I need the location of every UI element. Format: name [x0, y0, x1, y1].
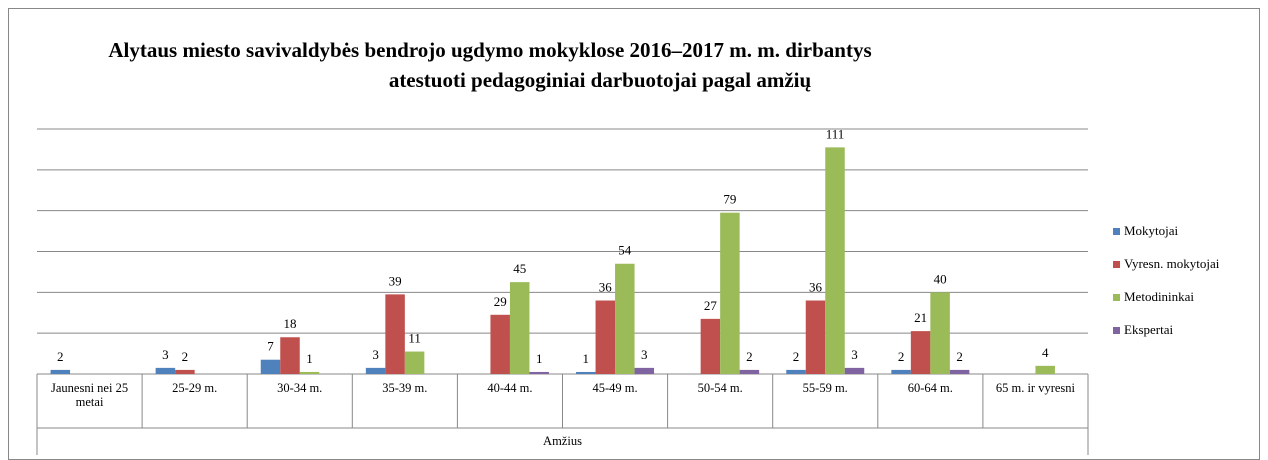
legend-swatch — [1113, 261, 1120, 268]
legend-swatch — [1113, 228, 1120, 235]
data-label: 3 — [162, 347, 169, 362]
legend-label: Ekspertai — [1124, 322, 1173, 337]
legend-swatch — [1113, 294, 1120, 301]
bar — [155, 367, 176, 374]
data-label: 2 — [746, 349, 753, 364]
bar — [175, 369, 195, 374]
data-label: 3 — [851, 347, 858, 362]
bar — [299, 371, 320, 374]
bar — [700, 318, 721, 374]
data-label: 7 — [267, 339, 274, 354]
bar — [949, 369, 970, 374]
bar — [260, 359, 281, 374]
data-label: 1 — [583, 351, 590, 366]
x-tick-label: 50-54 m. — [697, 381, 743, 395]
data-label: 29 — [494, 294, 507, 309]
bar — [615, 263, 635, 374]
bar — [891, 369, 911, 374]
bar — [844, 367, 865, 374]
data-label: 2 — [57, 349, 64, 364]
data-label: 27 — [704, 298, 718, 313]
bar — [595, 300, 616, 374]
data-label: 36 — [809, 279, 823, 294]
data-label: 79 — [723, 192, 736, 207]
chart-title: Alytaus miesto savivaldybės bendrojo ugd… — [108, 38, 871, 62]
data-label: 39 — [389, 273, 402, 288]
data-label: 18 — [284, 316, 297, 331]
bar — [805, 300, 826, 374]
data-label: 3 — [372, 347, 379, 362]
x-tick-label: Jaunesni nei 25 metai — [51, 381, 129, 409]
bar — [385, 294, 405, 374]
data-label: 1 — [536, 351, 543, 366]
x-tick-label: 25-29 m. — [172, 381, 218, 395]
legend-label: Vyresn. mokytojai — [1124, 256, 1220, 271]
bar — [720, 212, 740, 374]
bar — [490, 314, 510, 374]
x-tick-label: 65 m. ir vyresni — [995, 381, 1076, 395]
data-label: 21 — [914, 310, 927, 325]
bar — [930, 292, 950, 374]
bar — [1035, 365, 1055, 374]
x-tick-label: 30-34 m. — [277, 381, 323, 395]
bar — [529, 371, 549, 374]
data-label: 111 — [826, 126, 845, 141]
bar — [509, 282, 530, 374]
data-label: 45 — [513, 261, 526, 276]
chart-title: atestuoti pedagoginiai darbuotojai pagal… — [389, 68, 812, 92]
data-label: 3 — [641, 347, 648, 362]
x-tick-label: 40-44 m. — [487, 381, 533, 395]
data-label: 36 — [599, 279, 613, 294]
data-label: 2 — [793, 349, 800, 364]
legend-label: Mokytojai — [1124, 223, 1179, 238]
bar — [786, 369, 806, 374]
data-label: 11 — [408, 331, 421, 346]
data-label: 2 — [956, 349, 963, 364]
data-label: 4 — [1042, 345, 1049, 360]
x-tick-label: 60-64 m. — [907, 381, 953, 395]
bar — [280, 337, 300, 374]
bar — [910, 331, 931, 374]
bar — [825, 147, 845, 374]
bar — [365, 367, 386, 374]
x-tick-label: 35-39 m. — [382, 381, 428, 395]
data-label: 2 — [182, 349, 189, 364]
data-label: 2 — [898, 349, 905, 364]
legend-label: Metodininkai — [1124, 289, 1194, 304]
bar — [404, 351, 425, 374]
x-tick-label: 55-59 m. — [802, 381, 848, 395]
x-tick-label: 45-49 m. — [592, 381, 638, 395]
legend-swatch — [1113, 327, 1120, 334]
x-axis-title: Amžius — [543, 434, 582, 448]
bar — [50, 369, 71, 374]
bar — [739, 369, 760, 374]
data-label: 1 — [306, 351, 313, 366]
bar — [576, 371, 596, 374]
data-label: 40 — [934, 271, 947, 286]
data-label: 54 — [618, 243, 632, 258]
bar — [634, 367, 655, 374]
